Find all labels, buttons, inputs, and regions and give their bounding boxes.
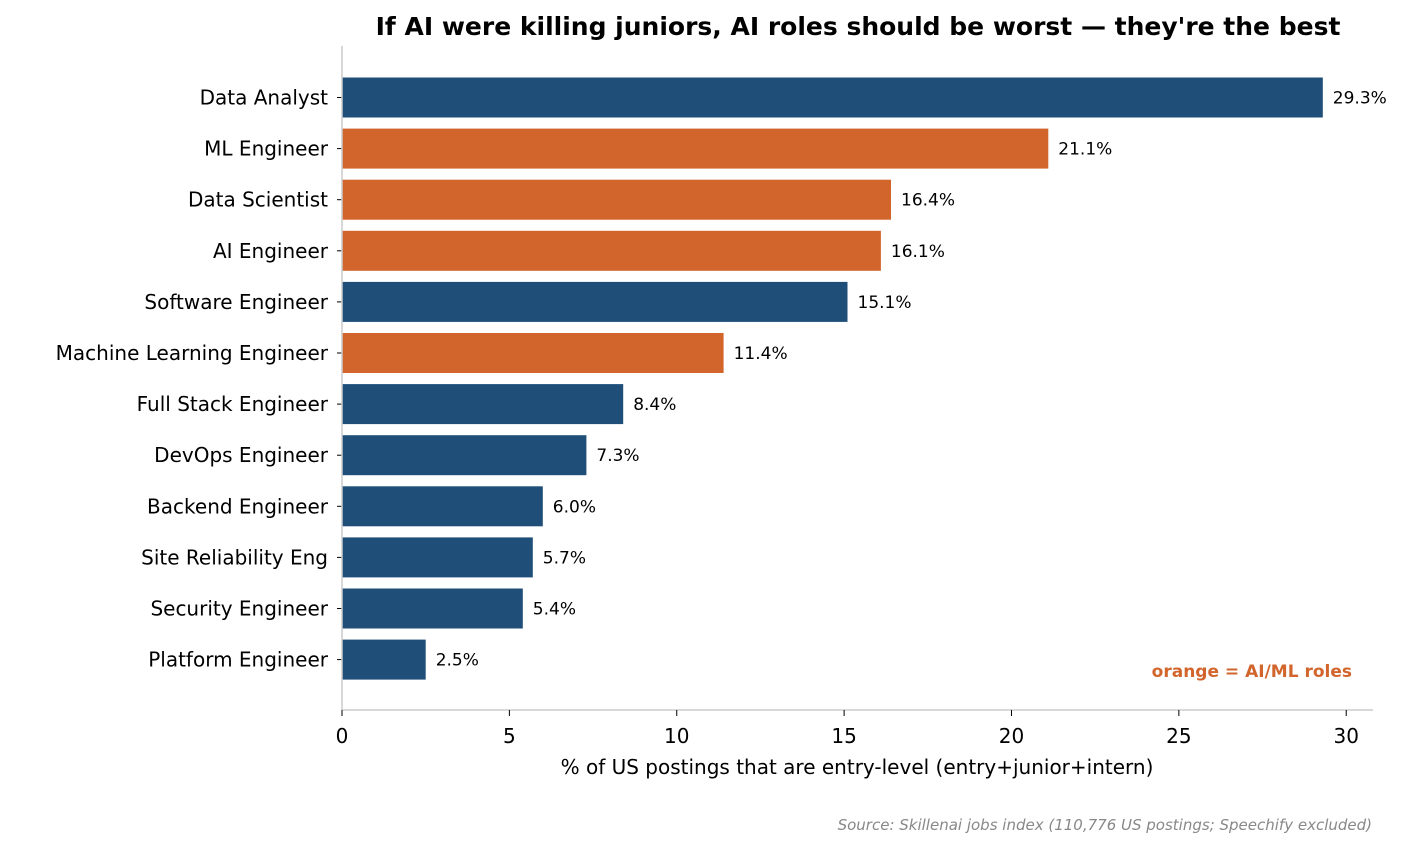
value-label-2: 16.4% bbox=[901, 191, 955, 211]
bar-4 bbox=[342, 281, 848, 322]
value-label-8: 6.0% bbox=[553, 497, 596, 517]
bar-3 bbox=[342, 230, 881, 271]
category-label-11: Platform Engineer bbox=[148, 648, 329, 672]
bar-9 bbox=[342, 537, 533, 578]
value-labels: 29.3% 21.1% 16.4% 16.1% 15.1% 11.4% 8.4% 7.3% 6.… bbox=[436, 89, 1387, 671]
bar-6 bbox=[342, 384, 624, 425]
bar-10 bbox=[342, 588, 523, 629]
category-label-9: Site Reliability Eng bbox=[141, 545, 328, 569]
x-tick-label-2: 10 bbox=[664, 724, 689, 748]
value-label-5: 11.4% bbox=[734, 344, 788, 364]
bar-8 bbox=[342, 486, 543, 527]
value-label-10: 5.4% bbox=[533, 600, 576, 620]
bar-7 bbox=[342, 435, 587, 476]
value-label-11: 2.5% bbox=[436, 651, 479, 671]
bar-5 bbox=[342, 333, 724, 373]
x-axis-ticks: 0 5 10 15 20 25 30 bbox=[336, 710, 1359, 748]
category-label-5: Machine Learning Engineer bbox=[56, 341, 329, 365]
bar-1 bbox=[342, 128, 1049, 169]
value-label-0: 29.3% bbox=[1333, 89, 1387, 109]
category-label-1: ML Engineer bbox=[204, 137, 329, 161]
value-label-9: 5.7% bbox=[543, 548, 586, 568]
x-tick-label-0: 0 bbox=[336, 724, 349, 748]
x-tick-label-3: 15 bbox=[831, 724, 856, 748]
category-label-0: Data Analyst bbox=[200, 86, 329, 110]
legend-note: orange = AI/ML roles bbox=[1152, 662, 1352, 682]
value-label-3: 16.1% bbox=[891, 242, 945, 262]
category-label-3: AI Engineer bbox=[213, 239, 329, 263]
chart-title: If AI were killing juniors, AI roles sho… bbox=[376, 12, 1341, 41]
bar-2 bbox=[342, 179, 891, 220]
x-axis-label: % of US postings that are entry-level (e… bbox=[561, 755, 1154, 779]
x-tick-label-4: 20 bbox=[999, 724, 1024, 748]
category-label-2: Data Scientist bbox=[188, 188, 328, 212]
bars-group bbox=[342, 77, 1323, 680]
category-labels: Data Analyst ML Engineer Data Scientist AI … bbox=[56, 86, 342, 672]
x-tick-label-1: 5 bbox=[503, 724, 516, 748]
x-tick-label-6: 30 bbox=[1333, 724, 1358, 748]
bar-11 bbox=[342, 639, 426, 680]
x-tick-label-5: 25 bbox=[1166, 724, 1191, 748]
value-label-1: 21.1% bbox=[1058, 140, 1112, 160]
bar-0 bbox=[342, 77, 1323, 118]
value-label-6: 8.4% bbox=[633, 395, 676, 415]
category-label-7: DevOps Engineer bbox=[154, 443, 329, 467]
source-note: Source: Skillenai jobs index (110,776 US… bbox=[838, 816, 1372, 834]
category-label-8: Backend Engineer bbox=[147, 494, 329, 518]
category-label-10: Security Engineer bbox=[150, 597, 328, 621]
value-label-4: 15.1% bbox=[858, 293, 912, 313]
category-label-6: Full Stack Engineer bbox=[137, 392, 329, 416]
value-label-7: 7.3% bbox=[596, 446, 639, 466]
category-label-4: Software Engineer bbox=[144, 290, 328, 314]
